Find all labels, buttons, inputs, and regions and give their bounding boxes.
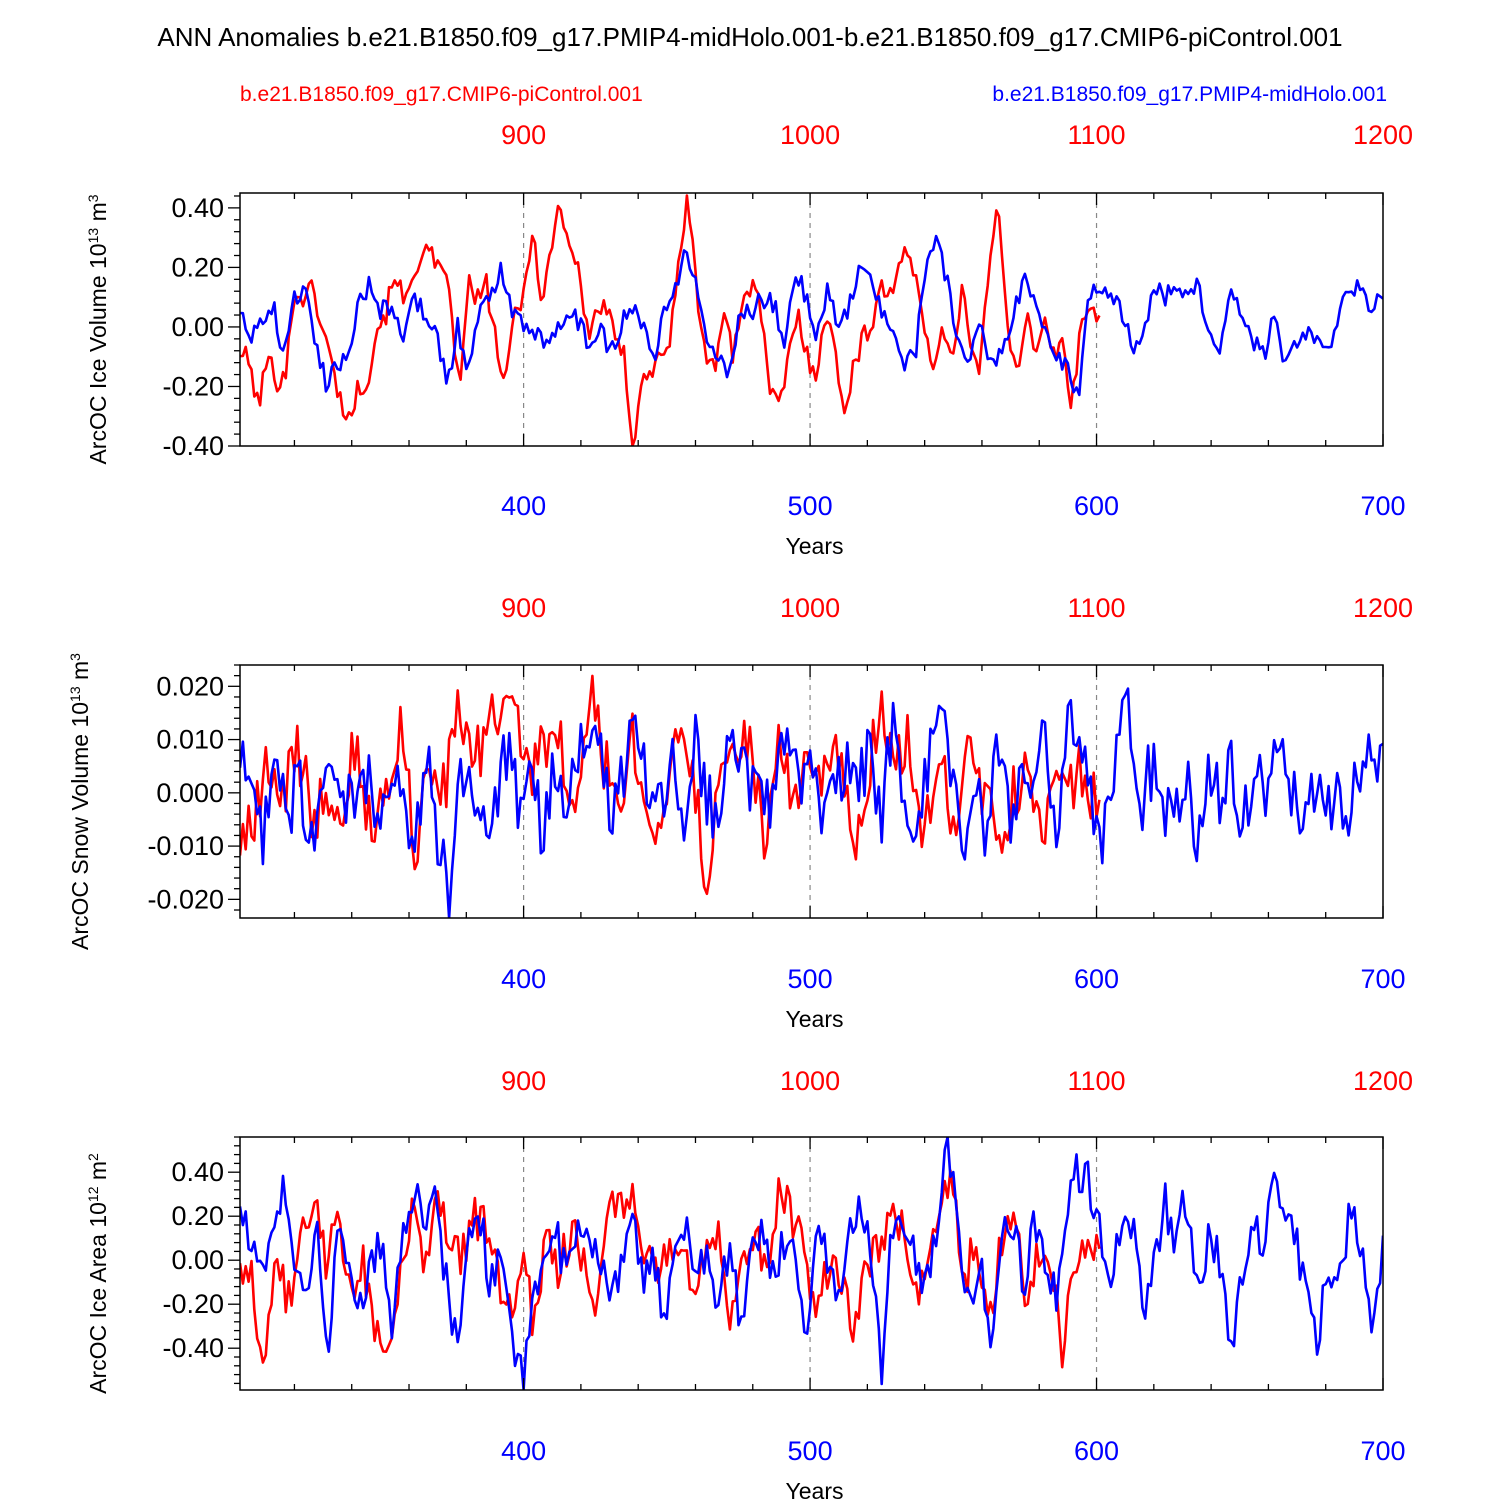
- x-top-tick-label: 1100: [1068, 1066, 1126, 1096]
- x-top-tick-label: 1200: [1353, 1066, 1413, 1096]
- y-axis-label-superscript: 3: [85, 194, 101, 202]
- y-axis-label-superscript: 13: [67, 686, 83, 702]
- panel-ice-volume: -0.40 -0.20 0.00 0.20 0.40 400 500 600 700 900 100…: [85, 120, 1413, 559]
- y-axis-label-part: ArcOC Ice Volume 10: [85, 243, 111, 464]
- x-axis-label: Years: [786, 1006, 844, 1032]
- plot-frame: [239, 1136, 1384, 1391]
- x-axis-label: Years: [786, 1478, 844, 1500]
- y-tick-label: 0.20: [171, 1201, 224, 1231]
- y-tick-label: -0.20: [162, 371, 224, 401]
- x-bottom-tick-label: 600: [1074, 1436, 1119, 1466]
- series-line-control: [240, 674, 1101, 896]
- y-tick-label: -0.20: [162, 1289, 224, 1319]
- x-bottom-tick-label: 700: [1360, 1436, 1405, 1466]
- x-bottom-tick-label: 500: [788, 1436, 833, 1466]
- x-top-tick-label: 1100: [1068, 120, 1126, 150]
- series-line-midholo: [240, 1137, 1383, 1390]
- x-bottom-tick-label: 400: [501, 964, 546, 994]
- x-bottom-tick-label: 500: [788, 491, 833, 521]
- x-bottom-tick-label: 600: [1074, 491, 1119, 521]
- x-top-tick-label: 1100: [1068, 593, 1126, 623]
- x-bottom-tick-label: 700: [1360, 964, 1405, 994]
- plot-frame: [239, 664, 1384, 919]
- y-axis-label-part: m: [85, 202, 111, 228]
- y-tick-label: 0.00: [171, 1245, 224, 1275]
- x-top-tick-label: 1200: [1353, 593, 1413, 623]
- x-axis-label: Years: [786, 533, 844, 559]
- y-tick-label: 0.000: [156, 778, 224, 808]
- x-top-tick-label: 900: [501, 1066, 546, 1096]
- panel-snow-volume: -0.020 -0.010 0.000 0.010 0.020 400 500 600 700 9…: [67, 593, 1413, 1032]
- y-axis-label: ArcOC Ice Volume 1013 m3: [85, 194, 111, 464]
- legend-control-label: b.e21.B1850.f09_g17.CMIP6-piControl.001: [240, 83, 643, 106]
- y-tick-label: 0.40: [171, 193, 224, 223]
- y-axis-label-part: m: [67, 661, 93, 687]
- y-tick-label: -0.40: [162, 1333, 224, 1363]
- x-top-tick-label: 1000: [780, 593, 840, 623]
- y-tick-label: -0.40: [162, 431, 224, 461]
- panel-ice-area: -0.40 -0.20 0.00 0.20 0.40 400 500 600 700 900 100…: [85, 1066, 1413, 1500]
- y-tick-label: 0.00: [171, 312, 224, 342]
- x-top-tick-label: 1200: [1353, 120, 1413, 150]
- y-axis-label-part: m: [85, 1161, 111, 1187]
- y-axis-label-part: ArcOC Snow Volume 10: [67, 702, 93, 950]
- y-axis-label-superscript: 13: [85, 228, 101, 244]
- x-bottom-tick-label: 700: [1360, 491, 1405, 521]
- y-axis-label-part: ArcOC Ice Area 10: [85, 1202, 111, 1394]
- y-axis-label-superscript: 2: [85, 1153, 101, 1161]
- y-tick-label: 0.010: [156, 725, 224, 755]
- y-tick-label: -0.020: [147, 884, 224, 914]
- series-line-midholo: [240, 687, 1383, 918]
- y-axis-label: ArcOC Snow Volume 1013 m3: [67, 653, 93, 950]
- x-top-tick-label: 900: [501, 593, 546, 623]
- y-tick-label: 0.020: [156, 671, 224, 701]
- x-bottom-tick-label: 400: [501, 491, 546, 521]
- x-bottom-tick-label: 600: [1074, 964, 1119, 994]
- chart-title: ANN Anomalies b.e21.B1850.f09_g17.PMIP4-…: [157, 22, 1342, 52]
- x-top-tick-label: 1000: [780, 120, 840, 150]
- series-line-control: [240, 194, 1101, 446]
- y-tick-label: 0.40: [171, 1157, 224, 1187]
- x-bottom-tick-label: 400: [501, 1436, 546, 1466]
- x-top-tick-label: 1000: [780, 1066, 840, 1096]
- y-tick-label: 0.20: [171, 252, 224, 282]
- series-line-midholo: [240, 234, 1383, 397]
- y-axis-label-superscript: 12: [85, 1186, 101, 1202]
- y-tick-label: -0.010: [147, 831, 224, 861]
- legend-midholo-label: b.e21.B1850.f09_g17.PMIP4-midHolo.001: [992, 83, 1387, 106]
- x-bottom-tick-label: 500: [788, 964, 833, 994]
- x-top-tick-label: 900: [501, 120, 546, 150]
- y-axis-label-superscript: 3: [67, 653, 83, 661]
- plot-frame: [239, 192, 1384, 447]
- y-axis-label: ArcOC Ice Area 1012 m2: [85, 1153, 111, 1394]
